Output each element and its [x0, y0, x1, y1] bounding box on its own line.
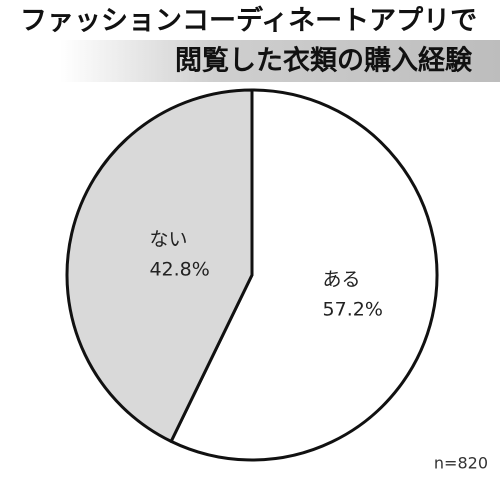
- slice-value-label: 57.2%: [323, 298, 383, 320]
- pie-slice: [169, 88, 439, 462]
- chart-title: ファッションコーディネートアプリで: [20, 5, 477, 37]
- slice-label: ない: [149, 229, 187, 251]
- slice-value-label: 42.8%: [149, 259, 209, 281]
- pie-slice: [65, 88, 254, 443]
- sample-size-note: n=820: [434, 454, 488, 473]
- chart-title: 閲覧した衣類の購入経験: [175, 45, 473, 77]
- title-band: [60, 40, 500, 82]
- slice-label: ある: [323, 268, 361, 290]
- pie: [65, 88, 439, 462]
